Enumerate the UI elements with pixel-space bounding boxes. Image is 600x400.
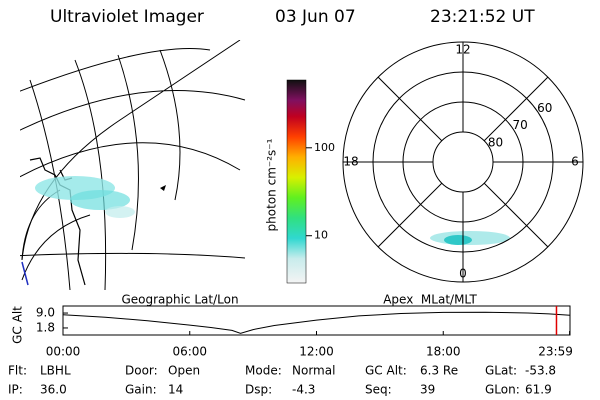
info-label: Door: bbox=[125, 364, 158, 378]
lat-label: 80 bbox=[488, 135, 503, 149]
mlt-label: 18 bbox=[343, 155, 358, 169]
y-tick-label: 9.0 bbox=[36, 306, 55, 320]
x-tick-label: 06:00 bbox=[172, 345, 207, 359]
info-value: -4.3 bbox=[292, 383, 315, 397]
x-tick-label: 12:00 bbox=[299, 345, 334, 359]
x-tick-label: 00:00 bbox=[46, 345, 81, 359]
info-value: 61.9 bbox=[525, 383, 552, 397]
lat-label: 70 bbox=[513, 118, 528, 132]
info-label: Gain: bbox=[125, 383, 157, 397]
colorbar-tick-label: 100 bbox=[314, 141, 335, 154]
lat-label: 60 bbox=[537, 101, 552, 115]
info-label: GLat: bbox=[485, 364, 517, 378]
info-label: IP: bbox=[8, 383, 23, 397]
date: 03 Jun 07 bbox=[275, 7, 356, 27]
polar-spoke bbox=[483, 76, 549, 142]
x-tick-label: 18:00 bbox=[426, 345, 461, 359]
polar-ring bbox=[432, 131, 494, 193]
info-value: 39 bbox=[420, 383, 435, 397]
time: 23:21:52 UT bbox=[430, 7, 535, 27]
info-label: Flt: bbox=[8, 364, 27, 378]
colorbar-label: photon cm⁻²s⁻¹ bbox=[265, 138, 279, 231]
info-label: GC Alt: bbox=[365, 364, 407, 378]
info-value: 6.3 Re bbox=[420, 364, 458, 378]
info-value: Open bbox=[168, 364, 200, 378]
info-label: GLon: bbox=[485, 383, 520, 397]
mlt-label: 6 bbox=[571, 155, 579, 169]
polar-spoke bbox=[483, 182, 549, 248]
instrument: Ultraviolet Imager bbox=[50, 7, 204, 27]
geo-caption: Geographic Lat/Lon bbox=[121, 293, 238, 307]
altitude-line bbox=[62, 311, 571, 334]
x-tick-label: 23:59 bbox=[538, 345, 573, 359]
info-label: Dsp: bbox=[245, 383, 272, 397]
info-value: Normal bbox=[292, 364, 335, 378]
y-tick-label: 1.8 bbox=[36, 320, 55, 334]
info-label: Seq: bbox=[365, 383, 392, 397]
info-value: 36.0 bbox=[40, 383, 67, 397]
altitude-label: GC Alt bbox=[11, 306, 25, 344]
info-value: LBHL bbox=[40, 364, 71, 378]
info-value: 14 bbox=[168, 383, 183, 397]
mlt-label: 12 bbox=[455, 43, 470, 57]
polar-spoke bbox=[377, 76, 443, 142]
aurora-core bbox=[444, 235, 472, 245]
colorbar bbox=[286, 79, 307, 284]
colorbar-tick-label: 10 bbox=[314, 229, 328, 242]
polar-caption: Apex MLat/MLT bbox=[383, 293, 477, 307]
polar-spoke bbox=[377, 182, 443, 248]
mlt-label: 0 bbox=[459, 267, 467, 281]
info-value: -53.8 bbox=[525, 364, 556, 378]
info-label: Mode: bbox=[245, 364, 282, 378]
geo-map bbox=[20, 40, 246, 290]
